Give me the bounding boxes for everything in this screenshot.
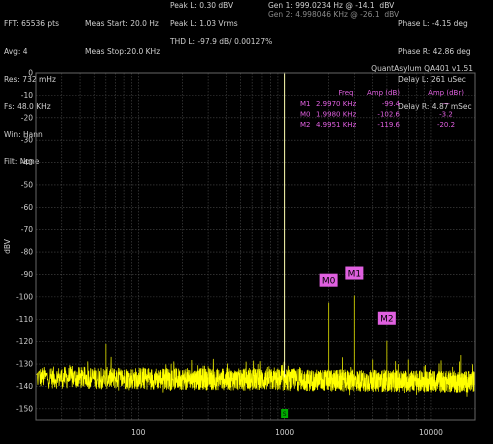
table-freq: 2.9970 KHz	[316, 100, 357, 108]
table-amp: -102.6	[377, 111, 400, 119]
marker-text: M1	[348, 270, 362, 280]
phase-l: Phase L: -4.15 deg	[398, 19, 468, 29]
table-ampr: -20.2	[437, 121, 455, 129]
spur-lines	[105, 295, 469, 378]
thd-line: THD L: -97.9 dB/ 0.00127%	[170, 37, 273, 46]
y-tick-label: -140	[16, 382, 33, 391]
plot-frame	[35, 72, 476, 421]
y-tick-label: -150	[16, 404, 33, 413]
y-tick-label: -30	[21, 136, 33, 145]
res-line: Res: 732 mHz	[4, 74, 56, 84]
gen1-line: Gen 1: 999.0234 Hz @ -14.1 dBV	[268, 1, 395, 10]
marker-box	[345, 266, 364, 280]
x-tick-label: 1000	[275, 428, 294, 437]
y-tick-label: -120	[16, 337, 33, 346]
y-tick-label: -60	[21, 203, 33, 212]
filt-line: Filt: None	[4, 157, 40, 167]
table-header: Freq	[339, 89, 354, 97]
table-marker-name: M0	[300, 111, 311, 119]
x-tick-label: 10000	[419, 428, 443, 437]
fft-info: FFT: 65536 pts Avg: 4 Res: 732 mHz Fs: 4…	[4, 1, 59, 176]
watermark: QuantAsylum QA401 v1.51	[371, 64, 473, 73]
marker-label: M0	[319, 273, 338, 287]
table-ampr: ---	[442, 100, 450, 108]
marker-text: M2	[380, 315, 394, 325]
peak-vrms: Peak L: 1.03 Vrms	[170, 19, 238, 28]
marker-label: M1	[345, 266, 364, 280]
table-ampr: -3.2	[439, 111, 453, 119]
marker-box	[377, 311, 396, 325]
marker-label: M2	[377, 311, 396, 325]
delay-l: Delay L: 261 uSec	[398, 74, 466, 84]
marker-box	[319, 273, 338, 287]
noise-trace	[35, 356, 476, 397]
phase-r: Phase R: 42.86 deg	[398, 47, 471, 57]
noise-floor-path	[35, 356, 476, 397]
table-amp: -99.4	[382, 100, 401, 108]
table-header: Amp (dB)	[367, 89, 400, 97]
marker-text: M0	[322, 277, 336, 287]
y-tick-labels: 0 -10 -20 -30 -40 -50 -60 -70 -80 -90 -100 -110 -120…	[16, 69, 33, 414]
y-tick-label: -90	[21, 270, 33, 279]
grid	[35, 72, 476, 420]
gen2-line: Gen 2: 4.998046 KHz @ -26.1 dBV	[268, 10, 400, 19]
meas-info: Meas Start: 20.0 Hz Meas Stop:20.0 KHz	[85, 1, 160, 65]
avg-line: Avg: 4	[4, 47, 28, 57]
delay-r: Delay R: 4.87 mSec	[398, 102, 472, 112]
y-tick-label: -80	[21, 248, 33, 257]
phase-info: Phase L: -4.15 deg Phase R: 42.86 deg De…	[398, 1, 472, 121]
cursor-marker: S	[281, 409, 289, 418]
y-tick-label: -70	[21, 225, 33, 234]
table-marker-name: M1	[300, 100, 311, 108]
y-tick-label: -40	[21, 158, 33, 167]
win-line: Win: Hann	[4, 129, 43, 139]
cursor-text: S	[283, 411, 287, 418]
y-axis-label: dBV	[3, 238, 12, 254]
meas-stop: Meas Stop:20.0 KHz	[85, 47, 161, 57]
table-freq: 1.9980 KHz	[316, 111, 357, 119]
y-tick-label: -50	[21, 180, 33, 189]
y-tick-label: -100	[16, 292, 33, 301]
x-tick-label: 100	[131, 428, 146, 437]
y-tick-label: 0	[28, 69, 33, 78]
meas-start: Meas Start: 20.0 Hz	[85, 19, 159, 29]
table-header: Amp (dBr)	[428, 89, 464, 97]
y-tick-label: -20	[21, 113, 33, 122]
marker-labels: M0 M1 M2	[319, 266, 396, 325]
peak-dbv: Peak L: 0.30 dBV	[170, 1, 234, 10]
y-tick-label: -110	[16, 315, 33, 324]
fft-line: FFT: 65536 pts	[4, 19, 60, 29]
y-tick-label: -130	[16, 360, 33, 369]
marker-table: Freq Amp (dB) Amp (dBr) M1 2.9970 KHz -99.4 --…	[300, 89, 464, 129]
table-marker-name: M2	[300, 121, 311, 129]
table-freq: 4.9951 KHz	[316, 121, 357, 129]
y-tick-label: -10	[21, 91, 33, 100]
cursor-box	[281, 409, 289, 418]
table-amp: -119.6	[377, 121, 400, 129]
fs-line: Fs: 48.0 KHz	[4, 102, 51, 112]
x-tick-labels: 100 1000 10000	[131, 428, 443, 437]
